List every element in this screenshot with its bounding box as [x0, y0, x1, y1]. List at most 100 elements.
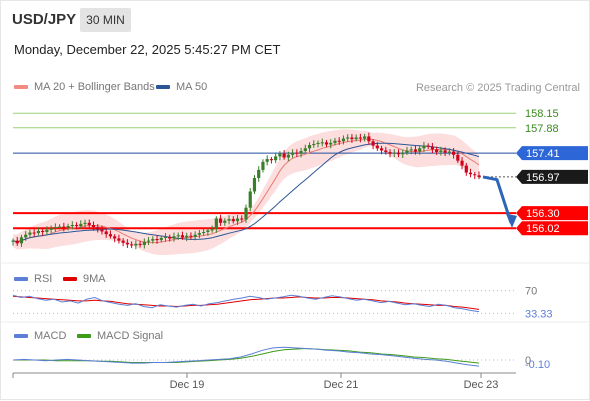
candle-body: [396, 152, 401, 155]
candle-body: [87, 222, 91, 225]
candle-body: [231, 219, 235, 222]
candle-body: [79, 223, 83, 227]
timeframe-button[interactable]: 30 MIN: [80, 8, 131, 32]
candle-body: [464, 165, 468, 173]
candle-body: [130, 244, 134, 246]
candle-body: [159, 237, 163, 241]
candle-body: [117, 238, 121, 241]
candle-body: [307, 145, 312, 149]
candle-body: [282, 153, 286, 158]
candle-body: [324, 142, 329, 145]
candle-body: [329, 142, 333, 145]
candle-body: [210, 229, 214, 231]
candle-body: [62, 226, 66, 228]
candle-body: [151, 239, 155, 241]
rsi-ma-line: [12, 295, 480, 310]
last-price-tag: [516, 169, 588, 184]
candle-body: [74, 224, 79, 227]
legend-macd-label: MACD: [34, 330, 67, 342]
candle-body: [168, 236, 172, 239]
candle-body: [405, 150, 409, 153]
candle-body: [235, 218, 240, 222]
candle-body: [278, 153, 282, 157]
candle-body: [248, 191, 252, 208]
legend-ma50: MA 50: [156, 81, 207, 93]
candle-body: [125, 242, 129, 245]
candle-body: [274, 156, 278, 161]
candle-body: [379, 148, 384, 151]
rsi-line: [12, 294, 480, 313]
candle-body: [451, 151, 456, 155]
symbol-label: USD/JPY: [12, 11, 77, 28]
candle-body: [346, 137, 350, 139]
legend-macd-signal: MACD Signal: [77, 330, 163, 342]
legend-macd: MACD: [14, 330, 66, 342]
candle-body: [96, 227, 100, 230]
candle-body: [371, 141, 375, 146]
candle-body: [193, 234, 197, 237]
x-tick-label-1: Dec 21: [324, 379, 359, 391]
candle-body: [100, 229, 104, 232]
candle-body: [121, 240, 125, 243]
candle-body: [358, 137, 362, 139]
legend-ma50-label: MA 50: [176, 81, 208, 93]
candle-body: [185, 235, 189, 238]
support-label-4: 156.30: [526, 208, 560, 220]
candle-body: [468, 172, 473, 175]
forecast-arrow: [482, 175, 513, 224]
candle-body: [223, 220, 227, 223]
candle-body: [227, 219, 231, 221]
credit-text: Research © 2025 Trading Central: [415, 82, 580, 94]
legend-rsi-ma-swatch: [63, 277, 77, 281]
candle-body: [58, 226, 62, 228]
candle-body: [409, 149, 413, 151]
x-tick-label-0: Dec 19: [170, 379, 205, 391]
candle-body: [460, 160, 464, 166]
candle-body: [32, 232, 36, 234]
legend-macd-signal-swatch: [77, 334, 91, 338]
candle-body: [333, 140, 337, 143]
macd-line: [12, 346, 480, 367]
candle-body: [422, 145, 426, 149]
candle-body: [104, 231, 108, 235]
candle-body: [286, 154, 290, 158]
candle-body: [447, 151, 451, 153]
candle-body: [456, 154, 460, 161]
chart-header: USD/JPY 30 MIN Monday, December 22, 2025…: [1, 1, 590, 71]
candle-body: [257, 169, 261, 178]
support-tag-5: [516, 221, 588, 236]
candle-body: [108, 234, 113, 237]
ma50-line: [12, 142, 480, 243]
candle-body: [303, 148, 307, 151]
candle-body: [435, 149, 439, 153]
rsi-tick-70: 70: [525, 286, 537, 298]
candle-body: [146, 240, 151, 242]
candle-body: [367, 136, 371, 142]
bollinger-band: [13, 129, 479, 256]
candle-body: [295, 152, 299, 154]
candle-body: [418, 148, 422, 152]
legend-rsi-ma: 9MA: [63, 273, 106, 285]
candle-body: [392, 152, 396, 154]
candle-body: [189, 235, 193, 237]
candle-body: [138, 243, 142, 245]
candle-body: [83, 222, 87, 224]
candle-body: [36, 230, 41, 234]
candle-body: [15, 240, 19, 244]
candle-body: [316, 142, 320, 144]
candle-body: [320, 142, 324, 144]
candle-body: [337, 140, 341, 142]
candle-body: [49, 228, 53, 230]
candle-body: [214, 218, 218, 230]
candle-body: [28, 232, 32, 235]
candle-body: [341, 138, 346, 142]
candle-body: [134, 243, 138, 246]
candle-body: [206, 230, 210, 232]
resistance-label-1: 157.88: [525, 123, 559, 135]
candle-body: [430, 146, 434, 150]
candle-body: [354, 137, 358, 140]
support-label-5: 156.02: [526, 223, 560, 235]
pivot-tag: [516, 146, 588, 161]
